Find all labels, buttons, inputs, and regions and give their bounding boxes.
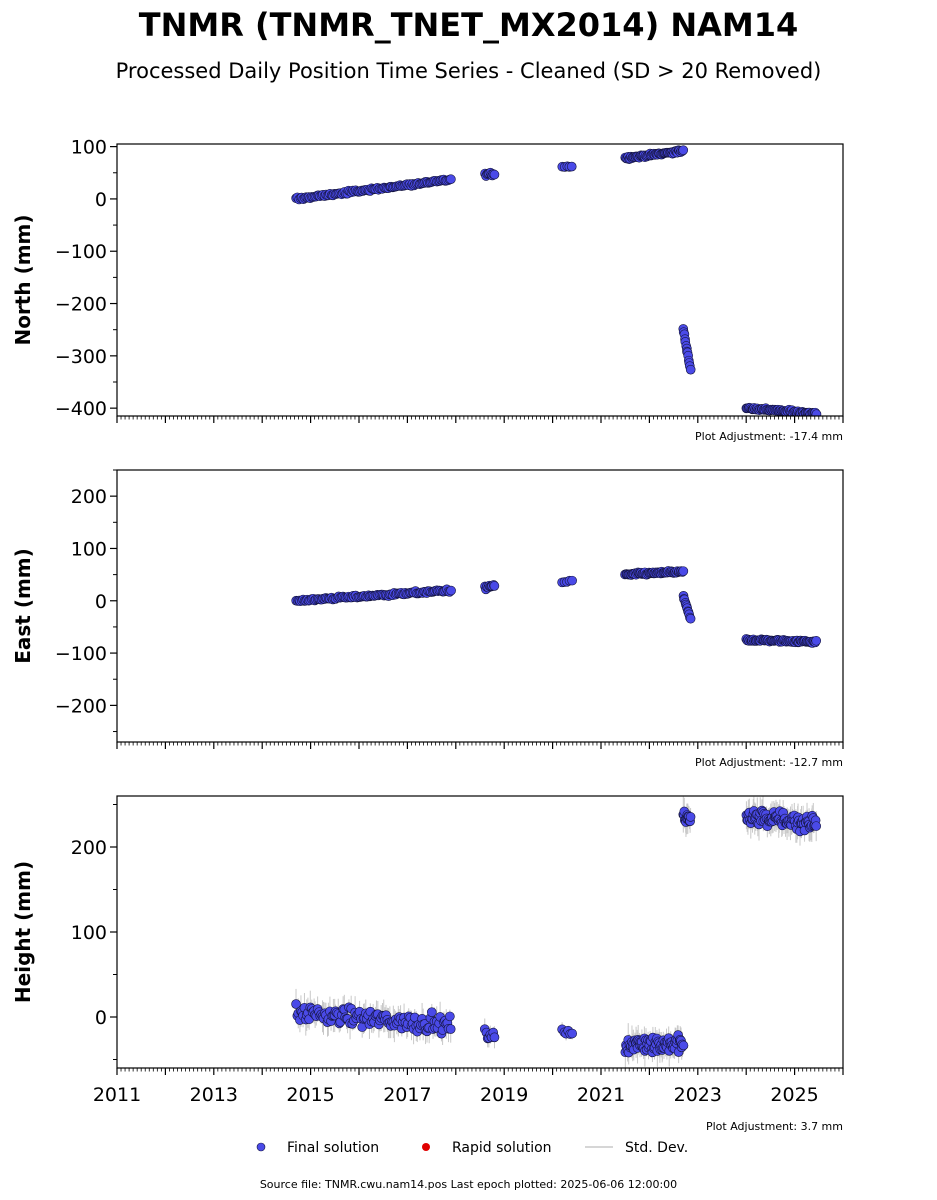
x-tick-label: 2021	[577, 1084, 625, 1106]
legend-final-label: Final solution	[287, 1140, 379, 1156]
north-panel: North (mm) Plot Adjustment: -17.4 mm 100…	[11, 137, 844, 443]
data-point	[489, 169, 500, 180]
y-tick-label: −100	[55, 241, 107, 263]
legend-std-label: Std. Dev.	[625, 1140, 688, 1156]
north-plot-adjustment: Plot Adjustment: -17.4 mm	[695, 430, 843, 443]
east-axis-label: East (mm)	[11, 548, 35, 664]
y-tick-label: 200	[71, 837, 107, 859]
east-plot-adjustment: Plot Adjustment: -12.7 mm	[695, 756, 843, 769]
x-tick-label: 2015	[286, 1084, 334, 1106]
data-point	[291, 999, 301, 1009]
north-axis-label: North (mm)	[11, 214, 35, 345]
data-point	[567, 575, 577, 586]
data-point	[811, 821, 821, 831]
y-tick-label: −300	[55, 346, 107, 368]
data-point	[446, 585, 456, 596]
data-point	[678, 566, 689, 576]
data-point	[678, 1040, 689, 1051]
y-tick-label: −200	[55, 294, 107, 316]
x-tick-label: 2025	[770, 1084, 818, 1106]
x-tick-label: 2013	[190, 1084, 238, 1106]
y-tick-label: −100	[55, 643, 107, 665]
data-points	[291, 805, 821, 1058]
data-point	[445, 1011, 455, 1022]
height-panel: Height (mm) Plot Adjustment: 3.7 mm 200 1…	[11, 795, 844, 1133]
data-points	[291, 566, 822, 648]
legend-final-marker	[256, 1142, 266, 1152]
data-point	[489, 581, 500, 591]
y-tick-label: −400	[55, 398, 107, 420]
data-point	[427, 1007, 437, 1017]
std-dev-bars	[295, 796, 817, 1068]
data-point	[811, 635, 822, 646]
std-dev-bars	[295, 568, 817, 646]
data-points	[291, 145, 822, 416]
y-tick-label: 100	[71, 137, 107, 159]
y-tick-label: 0	[95, 1007, 107, 1029]
axes-frame	[116, 469, 844, 743]
data-point	[685, 364, 696, 375]
data-point	[445, 1024, 456, 1034]
y-tick-label: −200	[55, 695, 107, 717]
figure-subtitle: Processed Daily Position Time Series - C…	[116, 59, 822, 83]
height-axis-label: Height (mm)	[11, 861, 35, 1003]
x-tick-label: 2011	[93, 1084, 141, 1106]
source-file-note: Source file: TNMR.cwu.nam14.pos Last epo…	[260, 1178, 677, 1191]
axes-frame	[116, 795, 844, 1069]
data-point	[446, 174, 456, 185]
legend: Final solution Rapid solution Std. Dev.	[256, 1140, 688, 1156]
x-tick-label: 2017	[383, 1084, 431, 1106]
y-tick-label: 100	[71, 922, 107, 944]
axes-frame	[116, 143, 844, 417]
figure-title: TNMR (TNMR_TNET_MX2014) NAM14	[139, 6, 799, 44]
y-tick-label: 200	[71, 486, 107, 508]
data-point	[685, 812, 696, 822]
data-point	[678, 145, 689, 155]
y-tick-label: 0	[95, 591, 107, 613]
data-point	[566, 161, 577, 172]
data-point	[685, 613, 696, 624]
x-tick-label: 2019	[480, 1084, 528, 1106]
legend-rapid-marker	[422, 1143, 430, 1151]
height-plot-adjustment: Plot Adjustment: 3.7 mm	[706, 1120, 843, 1133]
data-point	[811, 409, 822, 416]
x-tick-label: 2023	[674, 1084, 722, 1106]
data-point	[489, 1032, 500, 1043]
plot-area	[291, 566, 822, 648]
legend-rapid-label: Rapid solution	[452, 1140, 552, 1156]
plot-area	[291, 145, 822, 416]
plot-area	[291, 796, 821, 1068]
east-panel: East (mm) Plot Adjustment: -12.7 mm 200 1…	[11, 469, 844, 769]
y-tick-label: 0	[95, 189, 107, 211]
data-point	[567, 1028, 577, 1039]
y-tick-label: 100	[71, 538, 107, 560]
